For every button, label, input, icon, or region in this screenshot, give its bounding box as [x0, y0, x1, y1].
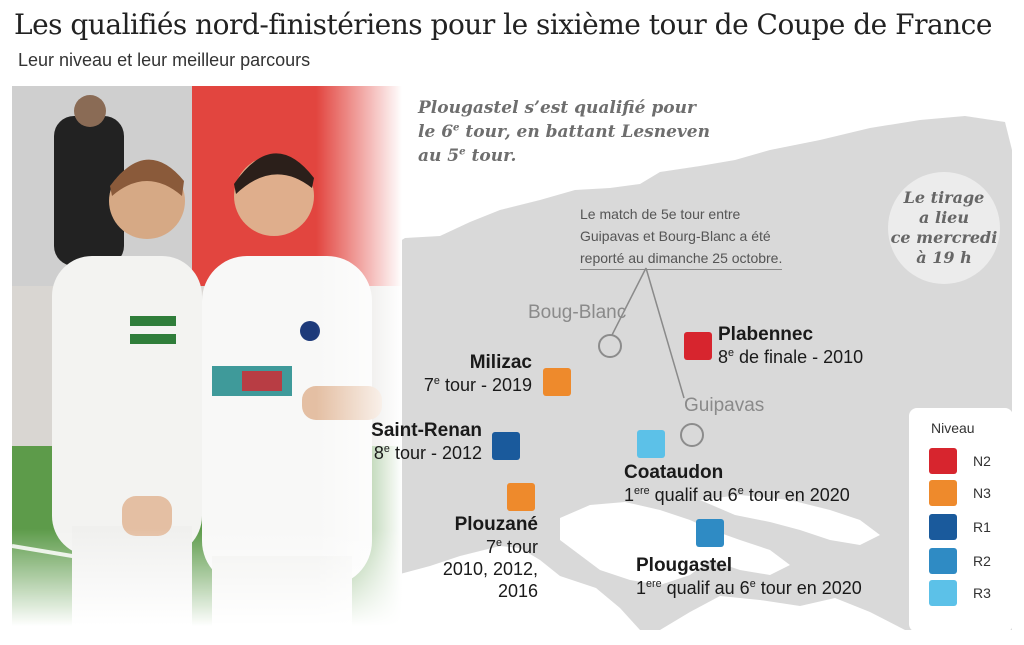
legend-swatch: [929, 514, 957, 540]
match-postponed-note: Le match de 5e tour entre Guipavas et Bo…: [580, 203, 820, 270]
town-info-line-2: 2010, 2012,: [442, 559, 538, 579]
town-info-line-3: 2016: [497, 581, 538, 601]
legend-item-n2: N2: [929, 448, 991, 474]
town-name: Plouzané: [454, 514, 538, 535]
level-legend: Niveau N2 N3 R1 R2 R3: [909, 408, 1013, 632]
town-name: Saint-Renan: [371, 420, 482, 441]
plougastel-qualification-note: Plougastel s’est qualifié pour le 6e tou…: [418, 98, 710, 166]
town-info: 1ere qualif au 6e tour en 2020: [636, 578, 862, 598]
town-label-guipavas: Guipavas: [684, 395, 765, 416]
legend-label: R3: [973, 585, 991, 601]
pointer-line-1: [611, 267, 647, 336]
players-photo: [12, 86, 402, 626]
bourg-blanc-marker: [598, 334, 622, 358]
legend-item-r2: R2: [929, 548, 991, 574]
legend-label: R2: [973, 553, 991, 569]
legend-swatch: [929, 580, 957, 606]
page-title: Les qualifiés nord-finistériens pour le …: [14, 8, 992, 41]
pointer-line-2: [645, 267, 685, 399]
plougastel-marker: [696, 519, 724, 547]
town-name: Coataudon: [624, 462, 724, 483]
guipavas-marker: [680, 423, 704, 447]
plouzane-marker: [507, 483, 535, 511]
town-info-line-1: 7e tour: [485, 537, 538, 557]
town-label-bourg-blanc: Boug-Blanc: [528, 302, 627, 323]
town-name: Milizac: [469, 352, 532, 373]
saint-renan-marker: [492, 432, 520, 460]
town-saint-renan: Saint-Renan 8e tour - 2012: [340, 420, 482, 464]
milizac-marker: [543, 368, 571, 396]
map-bay-inlet: [700, 495, 880, 545]
legend-label: N3: [973, 485, 991, 501]
town-coataudon: Coataudon 1ere qualif au 6e tour en 2020: [624, 462, 850, 506]
legend-label: N2: [973, 453, 991, 469]
legend-label: R1: [973, 519, 991, 535]
draw-info-badge: Le tirage a lieu ce mercredi à 19 h: [888, 172, 1000, 284]
legend-swatch: [929, 448, 957, 474]
legend-title: Niveau: [931, 420, 975, 436]
legend-swatch: [929, 480, 957, 506]
town-plouzane: Plouzané 7e tour 2010, 2012, 2016: [400, 514, 538, 602]
legend-swatch: [929, 548, 957, 574]
town-info: 8e de finale - 2010: [718, 347, 864, 367]
plabennec-marker: [684, 332, 712, 360]
map-bay: [560, 502, 790, 585]
town-plabennec: Plabennec 8e de finale - 2010: [718, 324, 863, 368]
town-info: 8e tour - 2012: [373, 443, 482, 463]
coataudon-marker: [637, 430, 665, 458]
town-name: Plabennec: [718, 324, 814, 345]
legend-item-n3: N3: [929, 480, 991, 506]
town-name: Plougastel: [636, 555, 733, 576]
town-plougastel: Plougastel 1ere qualif au 6e tour en 202…: [636, 555, 862, 599]
legend-item-r1: R1: [929, 514, 991, 540]
town-milizac: Milizac 7e tour - 2019: [398, 352, 532, 396]
page-subtitle: Leur niveau et leur meilleur parcours: [18, 50, 311, 70]
legend-item-r3: R3: [929, 580, 991, 606]
town-info: 1ere qualif au 6e tour en 2020: [624, 485, 850, 505]
town-info: 7e tour - 2019: [423, 375, 532, 395]
